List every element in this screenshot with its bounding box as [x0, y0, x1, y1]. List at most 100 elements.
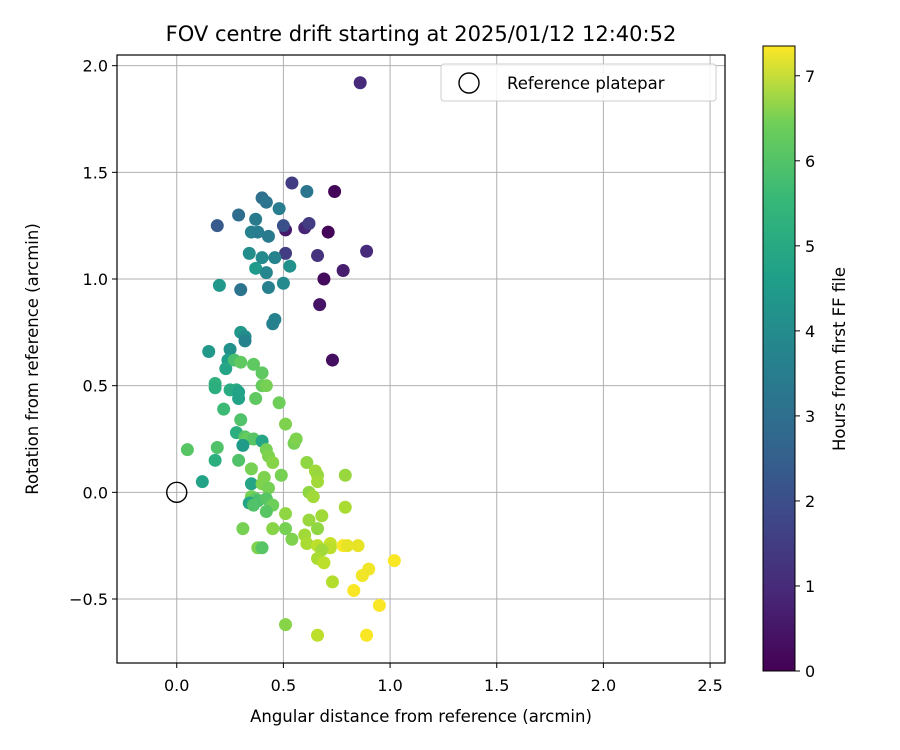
- data-point: [266, 455, 280, 469]
- colorbar-tick-label: 4: [805, 322, 815, 341]
- data-point: [317, 556, 331, 570]
- data-point: [300, 537, 314, 551]
- data-point: [272, 396, 286, 410]
- y-tick-label: 1.0: [83, 270, 108, 289]
- y-tick-label: 0.0: [83, 483, 108, 502]
- data-point: [259, 379, 273, 393]
- grid: [117, 55, 725, 663]
- data-point: [208, 453, 222, 467]
- data-point: [289, 432, 303, 446]
- data-point: [217, 402, 231, 416]
- data-point: [300, 185, 314, 199]
- colorbar-gradient: [762, 45, 796, 672]
- data-point: [276, 276, 290, 290]
- data-point: [311, 475, 325, 489]
- data-point: [210, 219, 224, 233]
- data-point: [202, 345, 216, 359]
- legend: Reference platepar: [440, 63, 717, 102]
- data-point: [313, 298, 327, 312]
- data-point: [247, 357, 261, 371]
- data-point: [259, 505, 273, 519]
- data-point: [195, 475, 209, 489]
- x-tick-label: 2.5: [697, 676, 722, 695]
- data-point: [266, 317, 280, 331]
- reference-platepar-marker: [166, 481, 188, 504]
- data-point: [336, 263, 350, 277]
- data-point: [266, 522, 280, 536]
- data-point: [247, 498, 261, 512]
- data-point: [236, 522, 250, 536]
- y-tick-label: 2.0: [83, 57, 108, 76]
- colorbar-tick-label: 5: [805, 237, 815, 256]
- data-point: [311, 249, 325, 263]
- data-point: [279, 417, 293, 431]
- data-point: [338, 500, 352, 514]
- data-point: [306, 490, 320, 504]
- data-point: [325, 575, 339, 589]
- data-point: [219, 362, 233, 376]
- y-tick-label: 1.5: [83, 163, 108, 182]
- data-point: [208, 381, 222, 395]
- data-point: [223, 342, 237, 356]
- colorbar: 0 1 2 3 4 5 6 7 Hours from first FF file: [762, 45, 849, 681]
- data-point: [259, 266, 273, 280]
- data-point: [300, 455, 314, 469]
- data-point: [279, 246, 293, 260]
- colorbar-tick-label: 2: [805, 492, 815, 511]
- legend-label: Reference platepar: [507, 74, 665, 93]
- x-axis: 0.0 0.5 1.0 1.5 2.0 2.5: [164, 663, 723, 695]
- y-axis: −0.5 0.0 0.5 1.0 1.5 2.0: [69, 57, 117, 609]
- data-point: [268, 251, 282, 265]
- data-point: [355, 569, 369, 583]
- data-point: [236, 438, 250, 452]
- data-point: [244, 477, 258, 491]
- data-point: [351, 539, 365, 553]
- data-point: [279, 522, 293, 536]
- data-point: [255, 366, 269, 380]
- data-point: [274, 468, 288, 482]
- data-point: [249, 261, 263, 275]
- plot-frame: [116, 54, 726, 664]
- data-point: [347, 583, 361, 597]
- data-points: [180, 76, 401, 642]
- data-point: [279, 507, 293, 521]
- data-point: [321, 225, 335, 239]
- x-tick-label: 0.0: [164, 676, 189, 695]
- data-point: [387, 554, 401, 568]
- data-point: [244, 462, 258, 476]
- data-point: [180, 443, 194, 457]
- data-point: [261, 281, 275, 295]
- x-tick-label: 0.5: [271, 676, 296, 695]
- data-point: [311, 522, 325, 536]
- data-point: [353, 76, 367, 90]
- y-tick-label: −0.5: [69, 590, 108, 609]
- data-point: [317, 272, 331, 286]
- colorbar-tick-label: 6: [805, 152, 815, 171]
- x-axis-label: Angular distance from reference (arcmin): [250, 707, 592, 726]
- data-point: [232, 391, 246, 405]
- colorbar-tick-label: 1: [805, 577, 815, 596]
- data-point: [234, 413, 248, 427]
- data-point: [272, 202, 286, 216]
- data-point: [249, 391, 263, 405]
- legend-box: [440, 63, 717, 102]
- data-point: [302, 217, 316, 231]
- data-point: [285, 532, 299, 546]
- data-point: [261, 229, 275, 243]
- y-axis-label: Rotation from reference (arcmin): [23, 223, 42, 495]
- data-point: [276, 219, 290, 233]
- x-tick-label: 1.5: [484, 676, 509, 695]
- chart-title: FOV centre drift starting at 2025/01/12 …: [166, 22, 677, 46]
- data-point: [234, 283, 248, 297]
- colorbar-tick-label: 0: [805, 662, 815, 681]
- data-point: [311, 628, 325, 642]
- data-point: [338, 468, 352, 482]
- colorbar-tick-label: 3: [805, 407, 815, 426]
- data-point: [302, 513, 316, 527]
- data-point: [315, 509, 329, 523]
- data-point: [251, 225, 265, 239]
- data-point: [283, 259, 297, 273]
- colorbar-tick-label: 7: [805, 67, 815, 86]
- data-point: [249, 212, 263, 226]
